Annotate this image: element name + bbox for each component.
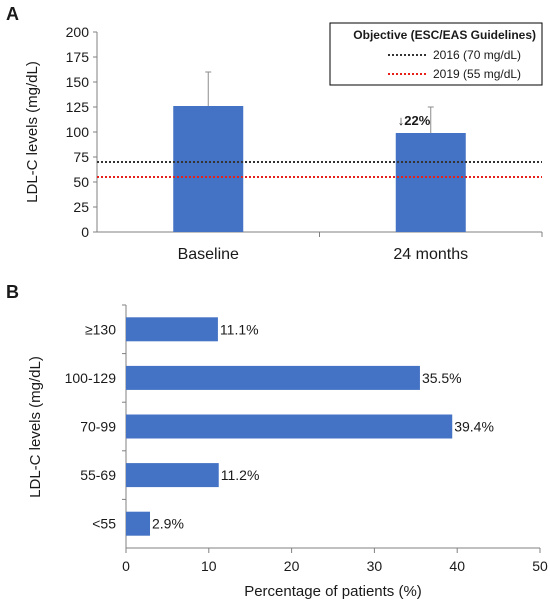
panel-b-y-axis-label: LDL-C levels (mg/dL) <box>27 356 44 498</box>
panel-b-x-axis-label: Percentage of patients (%) <box>244 583 422 600</box>
panel-a-bars: Baseline 24 months ↓22% <box>173 71 543 263</box>
panel-a-reference-lines <box>97 161 542 178</box>
panel-a-legend: Objective (ESC/EAS Guidelines) 2016 (70 … <box>329 22 543 86</box>
y-tick-label: 150 <box>66 74 90 90</box>
x-tick-label: 40 <box>449 558 465 574</box>
reduction-annotation: ↓22% <box>398 113 431 128</box>
bar <box>126 317 218 342</box>
legend-title: Objective (ESC/EAS Guidelines) <box>353 28 536 42</box>
data-label: 35.5% <box>422 370 462 386</box>
panel-a-y-ticks: 0 25 50 75 100 125 150 175 200 <box>66 24 97 240</box>
y-tick-label: 70-99 <box>80 419 116 435</box>
panel-a-y-axis-label: LDL-C levels (mg/dL) <box>24 61 41 203</box>
y-tick-label: 100-129 <box>65 370 117 386</box>
data-label: 2.9% <box>152 516 184 532</box>
y-tick-label: 50 <box>73 174 89 190</box>
x-tick-label: 0 <box>122 558 130 574</box>
y-tick-label: 125 <box>66 99 90 115</box>
legend-label-2019: 2019 (55 mg/dL) <box>433 67 521 81</box>
y-tick-label: 0 <box>81 224 89 240</box>
panel-b-bars: 11.1% ≥130 35.5% 100-129 39.4% 70-99 11.2% 55-6… <box>65 304 494 536</box>
y-tick-label: 175 <box>66 49 90 65</box>
data-label: 11.1% <box>220 321 259 337</box>
legend-box <box>329 22 543 86</box>
y-tick-label: <55 <box>92 516 116 532</box>
bar <box>395 133 466 232</box>
panel-a-chart: LDL-C levels (mg/dL) 0 25 50 75 100 125 150 175… <box>24 22 543 263</box>
bar <box>173 106 244 232</box>
panel-b-label: B <box>6 282 19 302</box>
bar <box>126 365 420 390</box>
legend-label-2016: 2016 (70 mg/dL) <box>433 48 521 62</box>
x-tick-label: 24 months <box>393 246 468 263</box>
y-tick-label: 75 <box>73 149 89 165</box>
y-tick-label: 100 <box>66 124 90 140</box>
panel-b-x-ticks: 0 10 20 30 40 50 <box>122 548 548 574</box>
x-tick-label: 20 <box>284 558 300 574</box>
x-tick-label: Baseline <box>178 246 239 263</box>
bar <box>126 511 151 536</box>
x-tick-label: 10 <box>201 558 217 574</box>
data-label: 39.4% <box>454 419 494 435</box>
bar <box>126 463 219 488</box>
bar <box>126 414 453 439</box>
y-tick-label: ≥130 <box>85 321 116 337</box>
x-tick-label: 30 <box>367 558 383 574</box>
x-tick-label: 50 <box>532 558 548 574</box>
y-tick-label: 25 <box>73 199 89 215</box>
data-label: 11.2% <box>221 467 260 483</box>
panel-b-chart: LDL-C levels (mg/dL) Percentage of patie… <box>27 304 548 600</box>
y-tick-label: 200 <box>66 24 90 40</box>
y-tick-label: 55-69 <box>80 467 116 483</box>
panel-a-label: A <box>6 4 19 24</box>
